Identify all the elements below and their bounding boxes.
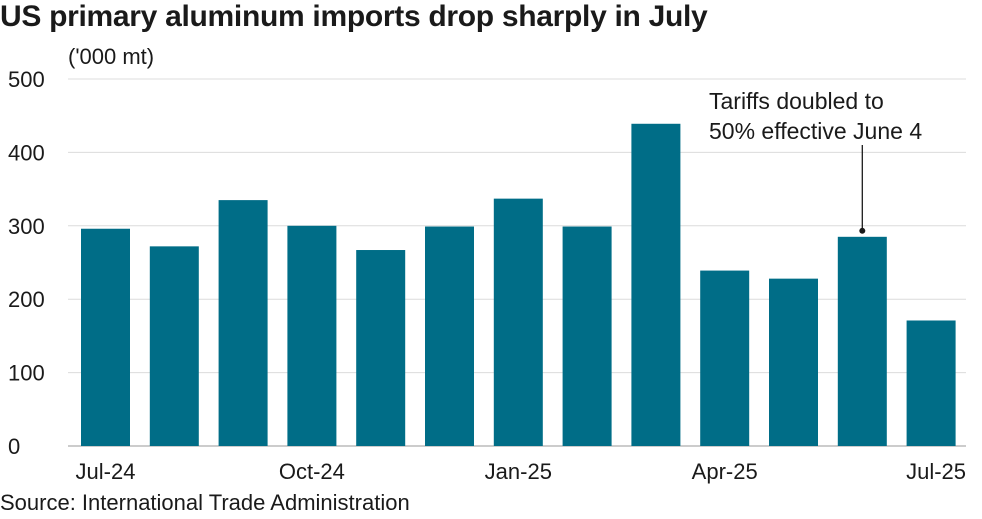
annotation: Tariffs doubled to 50% effective June 4 — [709, 88, 922, 234]
x-tick-label-apr-25: Apr-25 — [692, 459, 758, 484]
source-note: Source: International Trade Administrati… — [0, 490, 410, 515]
y-axis-unit-label: ('000 mt) — [68, 44, 155, 69]
bar-apr-25 — [700, 270, 750, 446]
chart-title: US primary aluminum imports drop sharply… — [0, 0, 708, 33]
y-tick-label-400: 400 — [8, 140, 45, 165]
bars — [81, 123, 956, 447]
bar-feb-25 — [562, 226, 612, 446]
bar-jul-25 — [906, 320, 956, 446]
x-tick-label-jul-24: Jul-24 — [76, 459, 136, 484]
annotation-dot — [859, 227, 866, 234]
bar-sep-24 — [218, 200, 268, 446]
bar-mar-25 — [631, 123, 681, 447]
x-tick-label-jan-25: Jan-25 — [485, 459, 552, 484]
y-tick-label-300: 300 — [8, 214, 45, 239]
bar-jun-25 — [837, 236, 887, 446]
y-tick-label-200: 200 — [8, 287, 45, 312]
bar-may-25 — [769, 278, 818, 446]
bar-nov-24 — [356, 250, 406, 446]
bar-dec-24 — [425, 226, 474, 446]
bar-jan-25 — [493, 198, 543, 446]
y-axis-ticks: 0 100 200 300 400 500 — [8, 67, 45, 459]
y-tick-label-500: 500 — [8, 67, 45, 92]
annotation-text-line-2: 50% effective June 4 — [709, 118, 922, 144]
bar-jul-24 — [81, 228, 130, 446]
x-axis-ticks: Jul-24 Oct-24 Jan-25 Apr-25 Jul-25 — [76, 459, 966, 484]
x-tick-label-oct-24: Oct-24 — [279, 459, 345, 484]
y-tick-label-0: 0 — [8, 434, 20, 459]
bar-oct-24 — [287, 225, 337, 446]
x-tick-label-jul-25: Jul-25 — [906, 459, 966, 484]
y-tick-label-100: 100 — [8, 361, 45, 386]
annotation-text-line-1: Tariffs doubled to — [709, 88, 884, 114]
bar-aug-24 — [149, 246, 199, 446]
